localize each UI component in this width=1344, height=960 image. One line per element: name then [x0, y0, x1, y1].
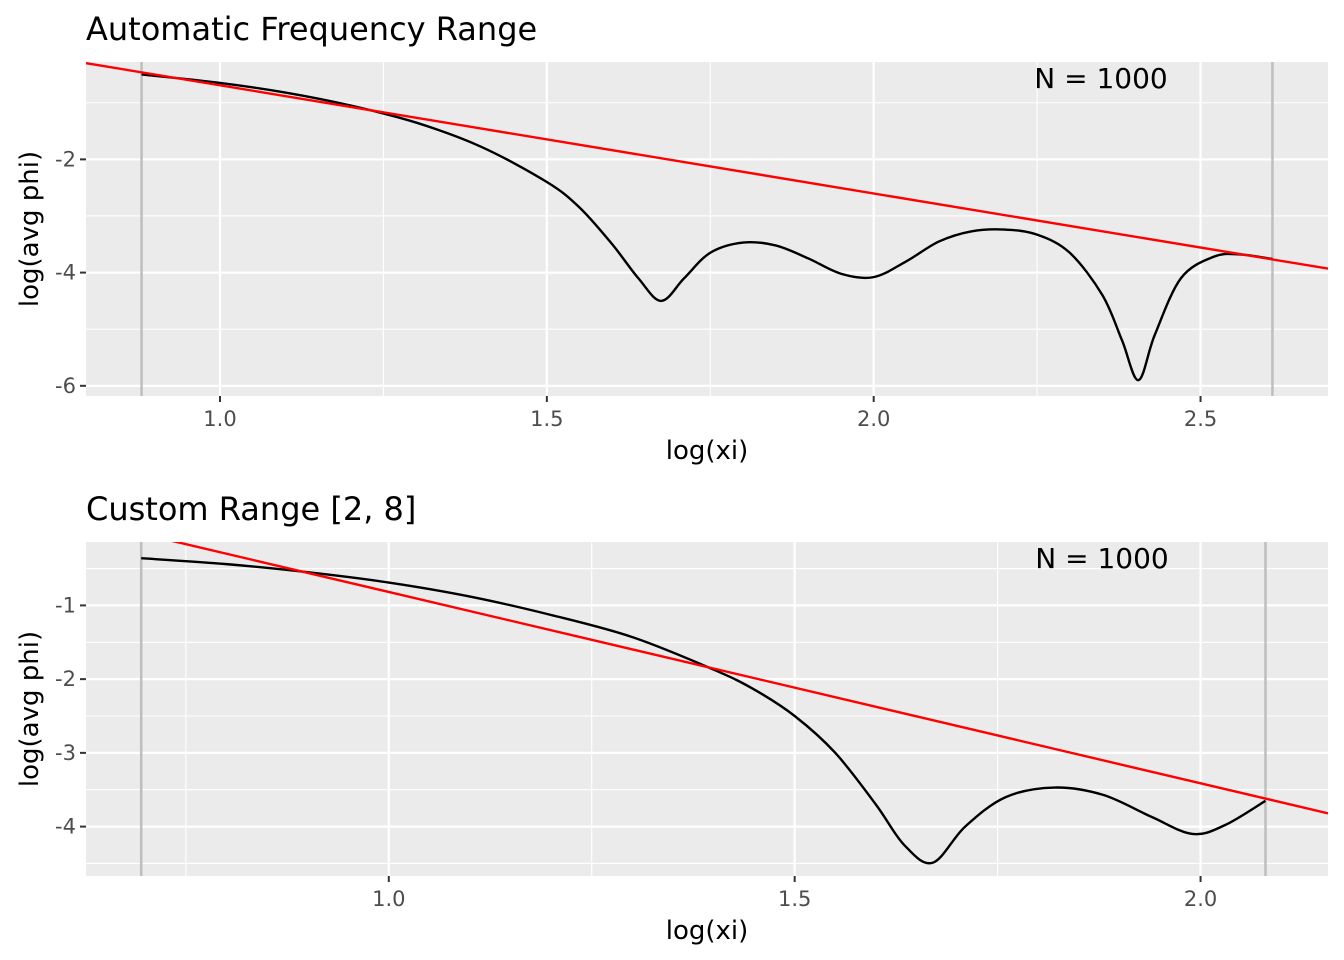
panel-1-title: Automatic Frequency Range [86, 10, 537, 48]
x-tick-label: 2.0 [857, 407, 890, 431]
panel-1-minor-gridlines [86, 62, 1328, 396]
panel-2-x-axis-title: log(xi) [666, 916, 749, 946]
x-tick-label: 2.5 [1184, 407, 1217, 431]
panel-2-y-axis-title: log(avg phi) [15, 631, 45, 787]
y-tick-label: -2 [55, 667, 76, 691]
panel-automatic-range: Automatic Frequency Range N = 1000 -6-4-… [15, 10, 1328, 466]
panel-1-annotation: N = 1000 [1034, 62, 1167, 95]
panel-1-series [86, 62, 1328, 382]
fit-line [86, 62, 1328, 270]
panel-2-series [141, 542, 1328, 865]
y-tick-label: -2 [55, 147, 76, 171]
y-tick-label: -4 [55, 261, 76, 285]
panel-custom-range: Custom Range [2, 8] N = 1000 -4 -3 -2 -1 1.… [15, 490, 1328, 946]
y-tick-label: -6 [55, 374, 76, 398]
x-tick-label: 1.0 [372, 887, 405, 911]
panel-1-major-gridlines [86, 62, 1328, 396]
x-tick-label: 2.0 [1184, 887, 1217, 911]
panel-2-title: Custom Range [2, 8] [86, 490, 416, 528]
panel-1-y-axis-title: log(avg phi) [15, 151, 45, 307]
y-tick-label: -3 [55, 741, 76, 765]
data-curve-line [141, 73, 1273, 382]
fit-line [171, 542, 1328, 815]
panel-2-x-ticks: 1.0 1.5 2.0 [372, 876, 1217, 911]
y-tick-label: -1 [55, 593, 76, 617]
data-curve-line [141, 557, 1267, 865]
panel-2-annotation: N = 1000 [1035, 542, 1168, 575]
panel-1-plot-background [86, 62, 1328, 396]
panel-2-range-markers [139, 542, 1267, 876]
panel-2-minor-gridlines [86, 542, 1328, 876]
x-tick-label: 1.5 [530, 407, 563, 431]
y-tick-label: -4 [55, 815, 76, 839]
x-tick-label: 1.0 [203, 407, 236, 431]
x-tick-label: 1.5 [778, 887, 811, 911]
panel-1-range-markers [140, 62, 1274, 396]
panel-2-y-ticks: -4 -3 -2 -1 [55, 593, 86, 839]
panel-1-y-ticks: -6 -4 -2 [55, 147, 86, 398]
panel-2-plot-background [86, 542, 1328, 876]
panel-1-x-axis-title: log(xi) [666, 436, 749, 466]
panel-2-major-gridlines [86, 542, 1328, 876]
panel-1-x-ticks: 1.0 1.5 2.0 2.5 [203, 396, 1217, 431]
